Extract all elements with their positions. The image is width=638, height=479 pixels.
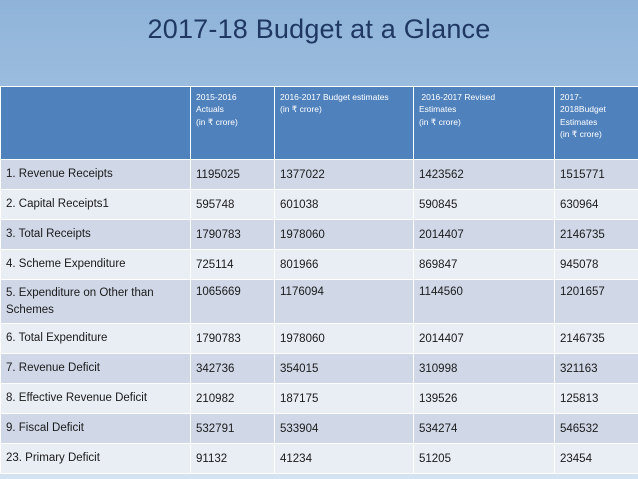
table-cell: 187175 <box>274 383 414 414</box>
row-label: 3. Total Receipts <box>0 219 191 250</box>
header-cell-2016-17-revised: 2016-2017 Revised Estimates (in ₹ crore) <box>413 86 555 160</box>
row-label: 6. Total Expenditure <box>0 323 191 354</box>
table-row: 9. Fiscal Deficit 532791 533904 534274 5… <box>0 413 638 444</box>
header-line: 2018Budget <box>560 104 606 115</box>
table-cell: 1790783 <box>190 219 275 250</box>
table-cell: 945078 <box>554 249 638 280</box>
table-cell: 534274 <box>413 413 555 444</box>
table-cell: 342736 <box>190 353 275 384</box>
row-label: 1. Revenue Receipts <box>0 159 191 190</box>
table-row: 8. Effective Revenue Deficit 210982 1871… <box>0 383 638 414</box>
budget-table: 2015-2016 Actuals (in ₹ crore) 2016-2017… <box>0 86 638 474</box>
table-cell: 1144560 <box>413 279 555 324</box>
table-row: 2. Capital Receipts1 595748 601038 59084… <box>0 189 638 220</box>
table-cell: 1377022 <box>274 159 414 190</box>
table-cell: 1790783 <box>190 323 275 354</box>
table-row: 23. Primary Deficit 91132 41234 51205 23… <box>0 443 638 474</box>
table-cell: 41234 <box>274 443 414 474</box>
table-cell: 23454 <box>554 443 638 474</box>
table-cell: 2014407 <box>413 219 555 250</box>
table-row: 3. Total Receipts 1790783 1978060 201440… <box>0 219 638 250</box>
header-cell-2016-17-budget: 2016-2017 Budget estimates (in ₹ crore) <box>274 86 414 160</box>
table-cell: 1201657 <box>554 279 638 324</box>
table-cell: 1065669 <box>190 279 275 324</box>
header-line: 2015-2016 <box>196 92 237 102</box>
table-cell: 1423562 <box>413 159 555 190</box>
row-label: 4. Scheme Expenditure <box>0 249 191 280</box>
table-cell: 725114 <box>190 249 275 280</box>
table-cell: 546532 <box>554 413 638 444</box>
table-cell: 1515771 <box>554 159 638 190</box>
table-row: 4. Scheme Expenditure 725114 801966 8698… <box>0 249 638 280</box>
table-cell: 1176094 <box>274 279 414 324</box>
header-line: 2016-2017 Budget estimates <box>280 92 389 102</box>
header-cell-2017-18-budget: 2017- 2018Budget Estimates (in ₹ crore) <box>554 86 638 160</box>
table-cell: 91132 <box>190 443 275 474</box>
table-cell: 125813 <box>554 383 638 414</box>
table-cell: 1978060 <box>274 219 414 250</box>
row-label: 7. Revenue Deficit <box>0 353 191 384</box>
table-cell: 595748 <box>190 189 275 220</box>
table-cell: 532791 <box>190 413 275 444</box>
row-label: 2. Capital Receipts1 <box>0 189 191 220</box>
table-cell: 533904 <box>274 413 414 444</box>
table-cell: 630964 <box>554 189 638 220</box>
table-cell: 321163 <box>554 353 638 384</box>
slide-title: 2017-18 Budget at a Glance <box>147 14 491 44</box>
header-line: (in ₹ crore) <box>419 116 461 127</box>
header-cell-2015-16-actuals: 2015-2016 Actuals (in ₹ crore) <box>190 86 275 160</box>
table-row: 7. Revenue Deficit 342736 354015 310998 … <box>0 353 638 384</box>
table-cell: 801966 <box>274 249 414 280</box>
table-row: 5. Expenditure on Other than Schemes 106… <box>0 279 638 324</box>
table-cell: 869847 <box>413 249 555 280</box>
table-row: 1. Revenue Receipts 1195025 1377022 1423… <box>0 159 638 190</box>
row-label: 8. Effective Revenue Deficit <box>0 383 191 414</box>
table-cell: 2146735 <box>554 323 638 354</box>
table-header-row: 2015-2016 Actuals (in ₹ crore) 2016-2017… <box>0 86 638 160</box>
table-cell: 2014407 <box>413 323 555 354</box>
row-label: 9. Fiscal Deficit <box>0 413 191 444</box>
table-cell: 139526 <box>413 383 555 414</box>
table-cell: 2146735 <box>554 219 638 250</box>
table-cell: 310998 <box>413 353 555 384</box>
header-line: (in ₹ crore) <box>196 116 238 127</box>
table-cell: 210982 <box>190 383 275 414</box>
table-row: 6. Total Expenditure 1790783 1978060 201… <box>0 323 638 354</box>
header-line: Actuals <box>196 104 224 115</box>
table-cell: 590845 <box>413 189 555 220</box>
header-cell-label <box>0 86 191 160</box>
table-cell: 1195025 <box>190 159 275 190</box>
header-line: Estimates <box>419 104 457 115</box>
row-label: 23. Primary Deficit <box>0 443 191 474</box>
row-label: 5. Expenditure on Other than Schemes <box>0 279 191 324</box>
header-line: (in ₹ crore) <box>560 128 602 139</box>
table-cell: 601038 <box>274 189 414 220</box>
table-cell: 354015 <box>274 353 414 384</box>
header-line: Estimates <box>560 116 598 127</box>
table-cell: 51205 <box>413 443 555 474</box>
header-line: 2016-2017 Revised <box>419 92 496 102</box>
header-line: (in ₹ crore) <box>280 104 322 115</box>
header-line: 2017- <box>560 92 582 102</box>
table-cell: 1978060 <box>274 323 414 354</box>
